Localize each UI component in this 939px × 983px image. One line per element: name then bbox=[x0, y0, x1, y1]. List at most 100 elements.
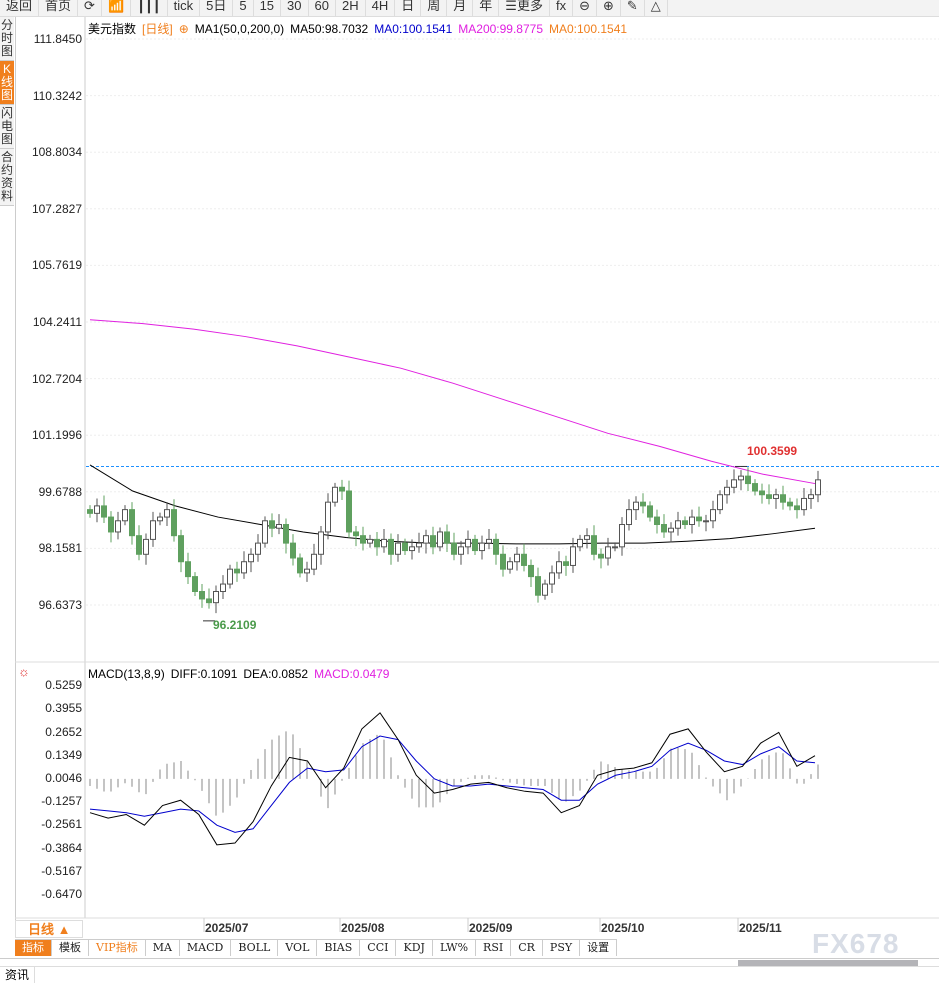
period-15-button[interactable]: 15 bbox=[254, 0, 282, 16]
macd-name[interactable]: MACD(13,8,9) bbox=[88, 667, 165, 681]
period-tick-button[interactable]: tick bbox=[168, 0, 201, 16]
candle bbox=[87, 505, 93, 518]
indicator-tab-4[interactable]: MACD bbox=[180, 940, 232, 956]
candle bbox=[241, 551, 247, 579]
sidebar-tab-1[interactable]: K线图 bbox=[0, 61, 14, 105]
period-周-button[interactable]: 周 bbox=[421, 0, 448, 16]
period-30-button[interactable]: 30 bbox=[281, 0, 309, 16]
sun-settings-icon[interactable]: ☼ bbox=[18, 664, 30, 679]
candle bbox=[367, 534, 373, 548]
candle-body bbox=[318, 531, 324, 555]
triangle-icon-button[interactable]: △ bbox=[645, 0, 668, 16]
period-年-button[interactable]: 年 bbox=[473, 0, 500, 16]
candle-body bbox=[185, 561, 191, 578]
indicator-tab-3[interactable]: MA bbox=[146, 940, 180, 956]
candle-body bbox=[388, 538, 394, 555]
candle-body bbox=[556, 561, 562, 574]
indicator-tab-0[interactable]: 指标 bbox=[15, 940, 52, 956]
period-2H-button[interactable]: 2H bbox=[336, 0, 366, 16]
indicator-tab-2[interactable]: VIP指标 bbox=[89, 940, 146, 956]
candle bbox=[332, 482, 338, 507]
candle-body bbox=[241, 561, 247, 574]
news-tab[interactable]: 资讯 bbox=[0, 967, 36, 983]
zoom-out-icon-button[interactable]: ⊖ bbox=[573, 0, 597, 16]
candle bbox=[598, 548, 604, 569]
candle-body bbox=[710, 509, 716, 522]
candle-body bbox=[507, 561, 513, 570]
chart-canvas[interactable] bbox=[0, 0, 939, 960]
candle bbox=[682, 516, 688, 529]
candle-body bbox=[458, 546, 464, 555]
indicator-tab-1[interactable]: 模板 bbox=[52, 940, 89, 956]
indicator-tab-13[interactable]: PSY bbox=[543, 940, 581, 956]
candle-body bbox=[276, 524, 282, 529]
indicator-tab-14[interactable]: 设置 bbox=[580, 940, 618, 956]
candle bbox=[591, 525, 597, 561]
candle bbox=[619, 517, 625, 556]
period-5-button[interactable]: 5 bbox=[233, 0, 254, 16]
candle bbox=[801, 488, 807, 516]
candle-body bbox=[598, 553, 604, 559]
indicator-tab-12[interactable]: CR bbox=[511, 940, 543, 956]
candle bbox=[122, 505, 128, 526]
candle-body bbox=[542, 583, 548, 596]
candle-body bbox=[367, 538, 373, 544]
indicator-tab-5[interactable]: BOLL bbox=[231, 940, 279, 956]
home-icon-button[interactable]: 首页 bbox=[39, 0, 79, 16]
ma0b-value: MA0:100.1541 bbox=[549, 22, 628, 36]
period-月-button[interactable]: 月 bbox=[447, 0, 474, 16]
candle-body bbox=[633, 501, 639, 511]
pencil-icon-button[interactable]: ✎ bbox=[621, 0, 645, 16]
candle-body bbox=[360, 535, 366, 544]
candle-body bbox=[780, 494, 786, 503]
candle-body bbox=[332, 486, 338, 503]
period-label[interactable]: [日线] bbox=[142, 22, 173, 36]
indicator-tab-8[interactable]: CCI bbox=[360, 940, 397, 956]
candle bbox=[577, 534, 583, 552]
candle bbox=[493, 533, 499, 565]
bar-chart-icon-button[interactable]: 📶 bbox=[102, 0, 132, 16]
candle bbox=[227, 564, 233, 589]
candle-body bbox=[143, 538, 149, 555]
candle bbox=[101, 495, 107, 524]
indicator-tab-9[interactable]: KDJ bbox=[396, 940, 433, 956]
candle bbox=[738, 470, 744, 491]
back-arrow-icon-button[interactable]: 返回 bbox=[0, 0, 40, 16]
menu-icon-button[interactable]: ☰更多 bbox=[499, 0, 550, 16]
candle bbox=[136, 525, 142, 561]
scrollbar-track[interactable] bbox=[0, 958, 939, 967]
zoom-in-icon-button[interactable]: ⊕ bbox=[597, 0, 621, 16]
sidebar-tab-2[interactable]: 闪电图 bbox=[0, 105, 14, 149]
candle bbox=[794, 498, 800, 519]
candle bbox=[451, 532, 457, 561]
candle bbox=[346, 480, 352, 538]
ma0-value: MA0:100.1541 bbox=[374, 22, 453, 36]
candlestick-icon-button[interactable]: ┃┃┃ bbox=[131, 0, 168, 16]
refresh-icon-button[interactable]: ⟳ bbox=[78, 0, 102, 16]
scrollbar-thumb[interactable] bbox=[738, 960, 918, 966]
sidebar-tab-3[interactable]: 合约资料 bbox=[0, 149, 14, 206]
indicator-tab-7[interactable]: BIAS bbox=[317, 940, 361, 956]
sidebar-tab-0[interactable]: 分时图 bbox=[0, 17, 14, 61]
period-日-button[interactable]: 日 bbox=[395, 0, 422, 16]
candle-body bbox=[157, 516, 163, 522]
candle-body bbox=[297, 557, 303, 574]
period-button[interactable]: 日线 ▲ bbox=[15, 920, 83, 938]
macd-legend: MACD(13,8,9) DIFF:0.1091 DEA:0.0852 MACD:0.… bbox=[88, 667, 395, 681]
period-4H-button[interactable]: 4H bbox=[366, 0, 396, 16]
indicator-tab-10[interactable]: LW% bbox=[433, 940, 477, 956]
candle bbox=[703, 514, 709, 532]
indicator-tabs: 指标 模板 VIP指标 MA MACD BOLL VOL BIAS CCI KDJ LW% RSI CR… bbox=[15, 939, 618, 956]
settings-icon[interactable]: ⊕ bbox=[178, 22, 189, 36]
period-5日-button[interactable]: 5日 bbox=[200, 0, 234, 16]
candle-body bbox=[395, 542, 401, 555]
function-icon-button[interactable]: fx bbox=[550, 0, 574, 16]
candle bbox=[507, 557, 513, 574]
indicator-tab-11[interactable]: RSI bbox=[476, 940, 512, 956]
candle bbox=[437, 527, 443, 552]
indicator-tab-6[interactable]: VOL bbox=[278, 940, 318, 956]
indicator-label[interactable]: MA1(50,0,200,0) bbox=[194, 22, 285, 36]
candle-body bbox=[703, 520, 709, 523]
period-60-button[interactable]: 60 bbox=[309, 0, 336, 16]
macd-tick-label: -0.5167 bbox=[41, 863, 82, 878]
